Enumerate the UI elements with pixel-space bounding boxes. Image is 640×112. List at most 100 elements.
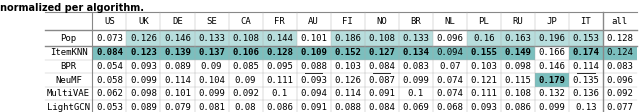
Text: 0.137: 0.137 — [198, 48, 225, 57]
Text: 0.094: 0.094 — [436, 48, 463, 57]
Bar — [331, 100, 365, 112]
Text: 0.053: 0.053 — [96, 103, 123, 112]
Text: 0.101: 0.101 — [164, 89, 191, 98]
Text: 0.124: 0.124 — [606, 48, 633, 57]
Bar — [603, 60, 637, 73]
Bar — [467, 100, 500, 112]
Bar — [603, 30, 637, 46]
Bar — [603, 87, 637, 100]
Bar — [296, 60, 331, 73]
Bar — [433, 100, 467, 112]
Bar — [433, 30, 467, 46]
Bar — [161, 30, 195, 46]
Text: normalized per algorithm.: normalized per algorithm. — [0, 3, 144, 13]
Text: 0.08: 0.08 — [235, 103, 256, 112]
Bar — [535, 87, 569, 100]
Text: 0.128: 0.128 — [266, 48, 293, 57]
Text: 0.196: 0.196 — [538, 34, 565, 43]
Bar — [603, 46, 637, 60]
Bar — [399, 73, 433, 87]
Text: BR: BR — [410, 17, 421, 26]
Bar — [399, 30, 433, 46]
Bar — [195, 100, 228, 112]
Text: AU: AU — [308, 17, 319, 26]
Text: NO: NO — [376, 17, 387, 26]
Bar — [296, 12, 331, 30]
Text: 0.091: 0.091 — [368, 89, 395, 98]
Text: 0.109: 0.109 — [300, 48, 327, 57]
Bar — [262, 12, 296, 30]
Text: 0.054: 0.054 — [96, 62, 123, 71]
Text: 0.094: 0.094 — [300, 89, 327, 98]
Text: CA: CA — [240, 17, 251, 26]
Bar — [127, 30, 161, 46]
Bar — [467, 87, 500, 100]
Text: 0.139: 0.139 — [164, 48, 191, 57]
Bar — [331, 12, 365, 30]
Bar — [331, 73, 365, 87]
Text: 0.099: 0.099 — [402, 75, 429, 85]
Text: 0.084: 0.084 — [96, 48, 123, 57]
Bar — [535, 12, 569, 30]
Bar — [535, 73, 569, 87]
Text: 0.16: 0.16 — [473, 34, 495, 43]
Text: DE: DE — [172, 17, 183, 26]
Bar — [228, 60, 262, 73]
Bar — [296, 87, 331, 100]
Bar — [467, 73, 500, 87]
Text: 0.09: 0.09 — [201, 62, 222, 71]
Text: 0.07: 0.07 — [439, 62, 460, 71]
Text: MultiVAE: MultiVAE — [47, 89, 90, 98]
Text: 0.163: 0.163 — [504, 34, 531, 43]
Bar — [92, 87, 127, 100]
Bar — [365, 100, 399, 112]
Text: 0.123: 0.123 — [130, 48, 157, 57]
Text: 0.091: 0.091 — [300, 103, 327, 112]
Text: 0.133: 0.133 — [402, 34, 429, 43]
Bar — [127, 46, 161, 60]
Bar — [195, 87, 228, 100]
Text: 0.146: 0.146 — [538, 62, 565, 71]
Text: 0.062: 0.062 — [96, 89, 123, 98]
Bar — [399, 87, 433, 100]
Text: all: all — [612, 17, 628, 26]
Bar — [92, 73, 127, 87]
Bar — [262, 73, 296, 87]
Text: 0.111: 0.111 — [470, 89, 497, 98]
Bar — [500, 46, 535, 60]
Bar — [467, 60, 500, 73]
Bar — [195, 12, 228, 30]
Bar — [228, 12, 262, 30]
Text: 0.089: 0.089 — [164, 62, 191, 71]
Text: 0.127: 0.127 — [368, 48, 395, 57]
Bar — [399, 12, 433, 30]
Bar — [433, 73, 467, 87]
Text: 0.073: 0.073 — [96, 34, 123, 43]
Bar — [569, 87, 603, 100]
Bar — [500, 12, 535, 30]
Bar — [92, 100, 127, 112]
Text: FR: FR — [274, 17, 285, 26]
Bar — [262, 60, 296, 73]
Bar — [45, 73, 92, 87]
Bar — [399, 46, 433, 60]
Bar — [161, 73, 195, 87]
Bar — [228, 30, 262, 46]
Text: 0.084: 0.084 — [368, 62, 395, 71]
Text: 0.084: 0.084 — [368, 103, 395, 112]
Text: 0.136: 0.136 — [572, 89, 599, 98]
Bar — [467, 46, 500, 60]
Text: 0.099: 0.099 — [198, 89, 225, 98]
Text: 0.099: 0.099 — [538, 103, 565, 112]
Bar — [331, 60, 365, 73]
Text: 0.155: 0.155 — [470, 48, 497, 57]
Bar — [127, 12, 161, 30]
Text: 0.074: 0.074 — [436, 75, 463, 85]
Bar — [433, 46, 467, 60]
Text: 0.135: 0.135 — [572, 75, 599, 85]
Bar — [500, 87, 535, 100]
Bar — [569, 60, 603, 73]
Text: 0.132: 0.132 — [538, 89, 565, 98]
Text: 0.093: 0.093 — [300, 75, 327, 85]
Text: 0.149: 0.149 — [504, 48, 531, 57]
